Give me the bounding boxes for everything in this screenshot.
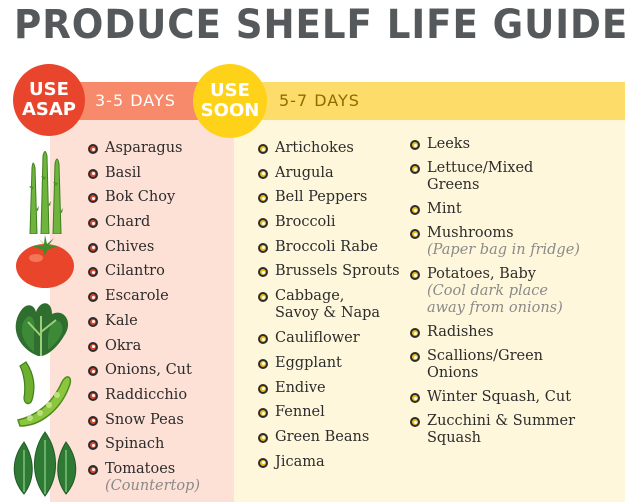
bullet-icon: [258, 358, 268, 369]
list-item: Bell Peppers: [258, 189, 408, 214]
bullet-icon: [88, 292, 98, 303]
bullet-icon: [88, 415, 98, 426]
soon-header-band: [234, 82, 625, 120]
kale-icon: [15, 303, 69, 356]
list-item: Artichokes: [258, 140, 408, 165]
asparagus-icon: [29, 151, 63, 234]
bullet-icon: [410, 229, 420, 239]
list-item: Lettuce/Mixed Greens: [410, 160, 610, 194]
list-item: Okra: [88, 338, 234, 363]
use-asap-badge: USE ASAP: [13, 64, 85, 136]
list-item: Mint: [410, 201, 610, 218]
soon-days-label: 5-7 DAYS: [279, 91, 360, 110]
badge-line: USE: [210, 80, 250, 101]
storage-note: (Paper bag in fridge): [427, 242, 580, 258]
list-item: Spinach: [88, 436, 234, 461]
bullet-icon: [88, 390, 98, 401]
storage-note: away from onions): [427, 300, 563, 316]
bullet-icon: [410, 140, 420, 150]
list-item: Snow Peas: [88, 412, 234, 437]
bullet-icon: [258, 193, 268, 204]
bullet-icon: [258, 383, 268, 394]
page-title: PRODUCE SHELF LIFE GUIDE: [14, 2, 625, 48]
bullet-icon: [258, 168, 268, 179]
bullet-icon: [88, 193, 98, 204]
list-item: Cabbage, Savoy & Napa: [258, 288, 408, 330]
bullet-icon: [410, 417, 420, 427]
list-item: Winter Squash, Cut: [410, 389, 610, 406]
bullet-icon: [410, 352, 420, 362]
list-item: Radishes: [410, 324, 610, 341]
bullet-icon: [410, 270, 420, 280]
bullet-icon: [258, 408, 268, 419]
bullet-icon: [88, 464, 98, 475]
bullet-icon: [88, 218, 98, 229]
list-item: Arugula: [258, 165, 408, 190]
bullet-icon: [88, 440, 98, 451]
list-item: Asparagus: [88, 140, 234, 165]
bullet-icon: [88, 341, 98, 352]
asap-column-background: [50, 108, 234, 502]
soon-produce-list-1: Artichokes Arugula Bell Peppers Broccoli…: [258, 140, 408, 478]
bullet-icon: [258, 334, 268, 345]
soon-produce-list-2: Leeks Lettuce/Mixed Greens Mint Mushrooms…: [410, 136, 610, 454]
list-item: Scallions/Green Onions: [410, 348, 610, 382]
bullet-icon: [410, 328, 420, 338]
bullet-icon: [258, 144, 268, 154]
asap-produce-list: Asparagus Basil Bok Choy Chard Chives Ci…: [88, 140, 234, 503]
list-item: Cauliflower: [258, 330, 408, 355]
badge-line: SOON: [200, 100, 260, 121]
bullet-icon: [410, 164, 420, 174]
list-item: Jicama: [258, 454, 408, 479]
asap-days-label: 3-5 DAYS: [95, 91, 176, 110]
list-item: Tomatoes (Countertop): [88, 461, 234, 503]
list-item: Escarole: [88, 288, 234, 313]
list-item: Fennel: [258, 404, 408, 429]
list-item: Endive: [258, 380, 408, 405]
list-item: Mushrooms (Paper bag in fridge): [410, 225, 610, 259]
list-item: Basil: [88, 165, 234, 190]
list-item: Potatoes, Baby (Cool dark place away from …: [410, 266, 610, 317]
list-item: Broccoli: [258, 214, 408, 239]
snow-peas-icon: [17, 361, 72, 427]
spinach-icon: [13, 431, 77, 497]
bullet-icon: [410, 205, 420, 215]
list-item: Eggplant: [258, 355, 408, 380]
bullet-icon: [88, 144, 98, 154]
list-item: Chives: [88, 239, 234, 264]
badge-line: ASAP: [21, 99, 77, 120]
bullet-icon: [258, 292, 268, 303]
use-soon-badge: USE SOON: [193, 64, 267, 138]
list-item: Onions, Cut: [88, 362, 234, 387]
list-item: Zucchini & Summer Squash: [410, 413, 610, 447]
bullet-icon: [88, 316, 98, 327]
bullet-icon: [410, 393, 420, 403]
list-item: Leeks: [410, 136, 610, 153]
storage-note: (Cool dark place: [427, 283, 548, 299]
tomato-icon: [16, 235, 74, 288]
list-item: Chard: [88, 214, 234, 239]
badge-line: USE: [29, 79, 69, 100]
list-item: Bok Choy: [88, 189, 234, 214]
bullet-icon: [88, 267, 98, 278]
list-item: Green Beans: [258, 429, 408, 454]
bullet-icon: [258, 267, 268, 278]
list-item: Brussels Sprouts: [258, 263, 408, 288]
bullet-icon: [88, 242, 98, 253]
bullet-icon: [258, 432, 268, 443]
bullet-icon: [258, 242, 268, 253]
list-item: Cilantro: [88, 263, 234, 288]
bullet-icon: [88, 366, 98, 377]
storage-note: (Countertop): [105, 477, 200, 494]
bullet-icon: [88, 168, 98, 179]
list-item: Raddicchio: [88, 387, 234, 412]
soon-column-background: [234, 108, 625, 502]
bullet-icon: [258, 218, 268, 229]
bullet-icon: [258, 457, 268, 468]
list-item: Kale: [88, 313, 234, 338]
list-item: Broccoli Rabe: [258, 239, 408, 264]
